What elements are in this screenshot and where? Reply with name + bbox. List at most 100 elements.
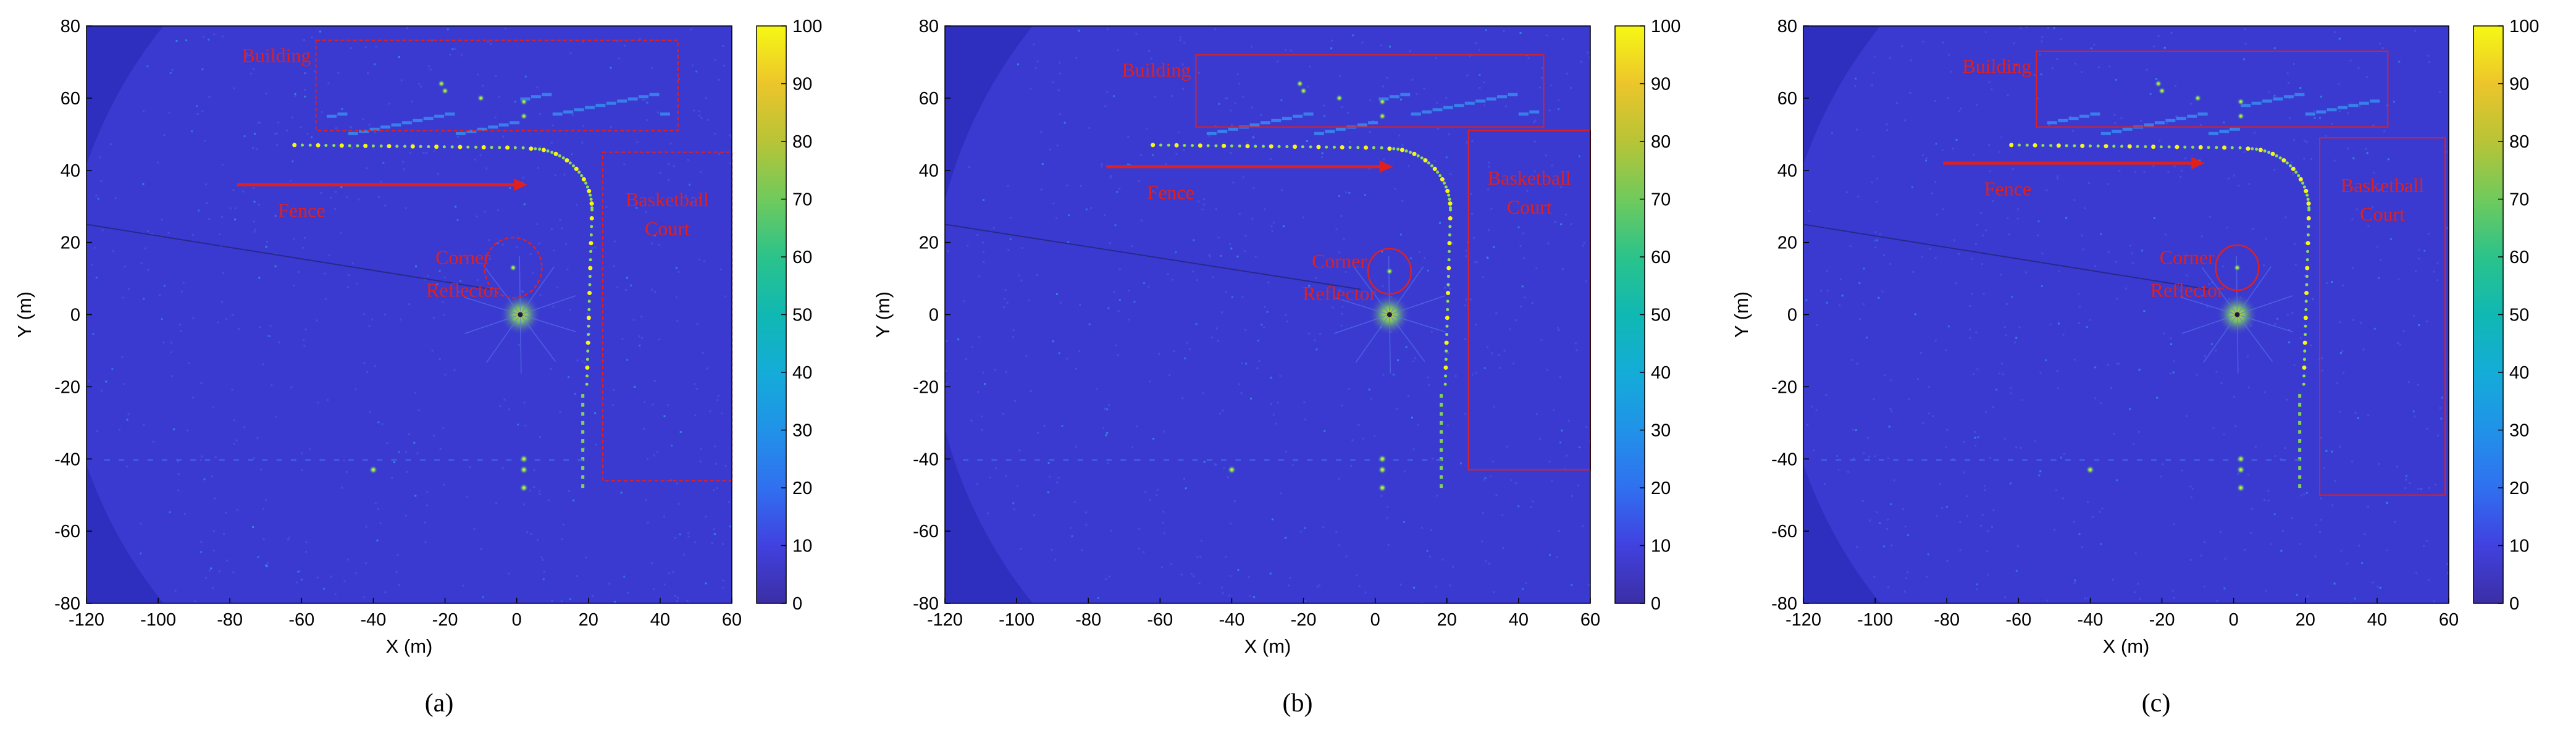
speckle — [162, 341, 165, 344]
fence-point — [585, 382, 589, 386]
speckle — [2321, 369, 2323, 372]
speckle — [2347, 147, 2349, 149]
speckle — [2015, 569, 2018, 572]
speckle — [1081, 549, 1083, 551]
speckle — [413, 442, 416, 444]
speckle — [1054, 558, 1057, 561]
building-box — [2036, 50, 2389, 128]
ground-return — [1335, 459, 1341, 461]
speckle — [460, 54, 463, 56]
speckle — [1241, 296, 1244, 298]
speckle — [146, 65, 149, 67]
speckle — [1041, 162, 1044, 165]
fence-point — [1444, 374, 1448, 378]
speckle — [2376, 246, 2378, 248]
fence-point — [2073, 144, 2076, 148]
speckle — [2134, 171, 2137, 174]
speckle — [678, 77, 681, 80]
speckle — [594, 412, 597, 414]
radar-heatmap-b: BuildingFenceCornerReflectorBasketballCo… — [872, 17, 1705, 657]
speckle — [2331, 450, 2333, 453]
speckle — [688, 183, 690, 186]
speckle — [687, 532, 690, 535]
building-returns — [1206, 80, 1540, 135]
speckle — [1270, 225, 1273, 227]
speckle — [1487, 188, 1490, 191]
speckle — [287, 538, 290, 541]
speckle — [1984, 489, 1986, 492]
fence-point — [316, 143, 321, 148]
speckle — [1889, 57, 1891, 59]
speckle — [2300, 494, 2302, 496]
ground-return — [1106, 459, 1112, 461]
y-tick-label: 20 — [1777, 233, 1797, 253]
speckle — [589, 332, 591, 335]
speckle — [1191, 572, 1193, 575]
speckle — [970, 419, 973, 422]
fence-point — [2275, 154, 2278, 157]
speckle — [286, 129, 288, 132]
speckle — [729, 134, 731, 136]
speckle — [364, 46, 367, 48]
speckle — [2531, 463, 2533, 464]
speckle — [1551, 480, 1553, 482]
fence-point — [574, 167, 579, 172]
speckle — [476, 279, 479, 282]
speckle — [1942, 208, 1944, 211]
speckle — [1703, 134, 1705, 136]
speckle — [829, 75, 831, 77]
speckle — [1849, 245, 1852, 248]
speckle — [168, 111, 170, 114]
speckle — [2505, 492, 2507, 493]
speckle — [300, 126, 302, 128]
y-tick-label: -40 — [1771, 450, 1797, 469]
speckle — [2542, 263, 2544, 265]
colorbar-tick-label: 100 — [1651, 17, 1680, 36]
speckle — [1448, 133, 1451, 136]
building-hotspot — [2237, 98, 2245, 106]
speckle — [1663, 238, 1665, 240]
speckle — [1061, 425, 1064, 427]
speckle — [2457, 490, 2459, 492]
speckle — [2398, 278, 2400, 280]
speckle — [477, 73, 479, 76]
speckle — [2274, 454, 2276, 457]
fence-point — [1444, 340, 1449, 345]
speckle — [1523, 257, 1525, 259]
speckle — [366, 371, 369, 374]
speckle — [1935, 143, 1937, 145]
speckle — [2113, 114, 2116, 116]
speckle — [1303, 401, 1306, 404]
speckle — [140, 522, 142, 525]
speckle — [2247, 473, 2250, 475]
speckle — [208, 96, 211, 98]
speckle — [658, 338, 661, 341]
speckle — [1577, 484, 1580, 487]
building-return — [2241, 104, 2251, 107]
speckle — [834, 460, 836, 462]
speckle — [581, 141, 584, 144]
ground-return — [1077, 459, 1083, 461]
speckle — [1146, 128, 1148, 130]
speckle — [183, 513, 186, 515]
fence-point — [588, 275, 592, 278]
speckle — [2171, 590, 2174, 592]
speckle — [2426, 540, 2428, 542]
speckle — [2224, 558, 2226, 560]
speckle — [303, 338, 305, 341]
speckle — [2564, 516, 2566, 518]
speckle — [1230, 152, 1232, 154]
speckle — [1049, 148, 1052, 151]
speckle — [1238, 212, 1241, 215]
speckle — [1560, 223, 1563, 225]
speckle — [219, 233, 221, 236]
speckle — [2566, 183, 2568, 185]
speckle — [1203, 461, 1206, 463]
speckle — [1988, 144, 1991, 146]
speckle — [231, 388, 233, 391]
speckle — [258, 326, 261, 329]
speckle — [595, 443, 597, 446]
speckle — [1118, 298, 1121, 301]
speckle — [2352, 157, 2355, 159]
speckle — [1118, 268, 1121, 270]
